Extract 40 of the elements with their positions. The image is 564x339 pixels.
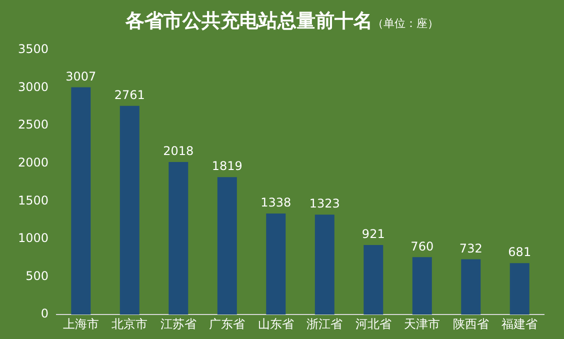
bar: [120, 106, 140, 315]
bar: [510, 263, 530, 315]
data-label: 681: [508, 245, 532, 260]
x-tick-label: 广东省: [209, 316, 246, 331]
x-tick-label: 上海市: [62, 316, 99, 331]
y-tick-label: 2500: [18, 118, 49, 132]
bar: [412, 257, 432, 315]
y-tick-label: 3500: [18, 42, 49, 56]
x-tick-label: 北京市: [112, 316, 148, 331]
y-tick-label: 2000: [18, 156, 49, 170]
data-label: 921: [362, 227, 385, 242]
bar: [71, 87, 91, 315]
x-tick-label: 浙江省: [306, 316, 343, 331]
x-tick-label: 江苏省: [160, 316, 196, 331]
data-label: 1323: [309, 196, 340, 211]
bar: [461, 259, 481, 315]
x-tick-label: 河北省: [355, 316, 392, 331]
bar: [266, 213, 286, 315]
data-label: 2018: [163, 144, 194, 158]
chart-title: 各省市公共充电站总量前十名: [126, 10, 372, 32]
x-tick-label: 陕西省: [452, 316, 489, 331]
data-label: 760: [410, 239, 434, 254]
data-label: 3007: [66, 69, 96, 84]
x-tick-label: 山东省: [258, 316, 294, 331]
y-tick-label: 1000: [18, 231, 49, 246]
x-tick-label: 天津市: [404, 316, 440, 331]
bar: [314, 214, 334, 315]
data-label: 1819: [212, 159, 242, 174]
y-tick-label: 1500: [18, 193, 49, 208]
y-tick-label: 3000: [18, 80, 49, 94]
data-label: 2761: [114, 88, 145, 102]
data-label: 1338: [260, 196, 292, 210]
chart-subtitle: （单位：座）: [372, 17, 438, 30]
bar: [168, 162, 188, 315]
data-label: 732: [459, 241, 482, 256]
y-tick-label: 500: [26, 268, 49, 283]
bar: [364, 244, 384, 315]
bar: [217, 177, 237, 315]
y-tick-label: 0: [40, 306, 49, 321]
x-tick-label: 福建省: [502, 316, 538, 331]
